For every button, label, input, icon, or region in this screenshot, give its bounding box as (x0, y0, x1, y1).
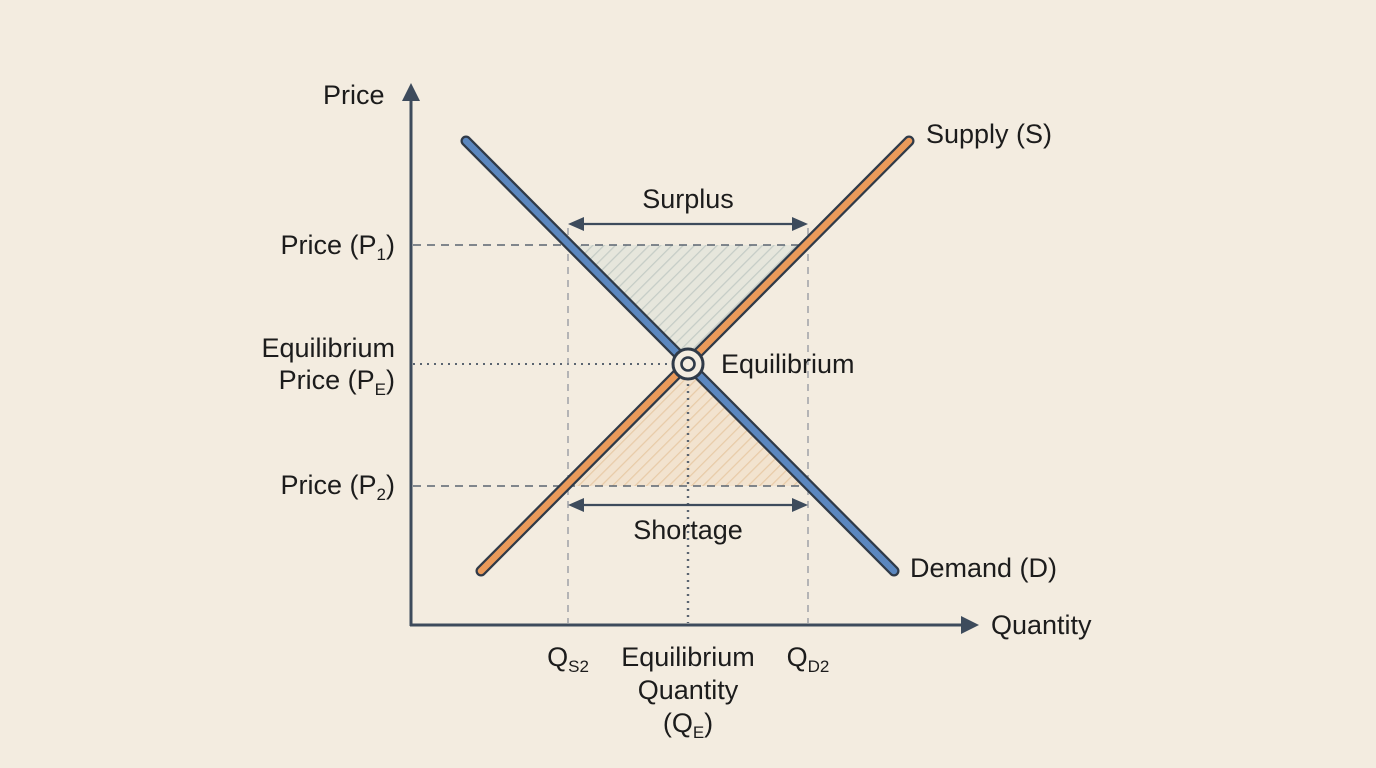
equilibrium-point-icon (671, 347, 705, 381)
surplus-arrow (568, 217, 808, 231)
price-p1-label: Price (P1) (280, 230, 396, 264)
shortage-arrow (568, 498, 808, 512)
guide-lines (413, 228, 809, 623)
equilibrium-quantity-label: Equilibrium Quantity (QE) (621, 642, 755, 742)
equilibrium-price-label: Equilibrium Price (PE) (261, 333, 395, 399)
y-axis-label: Price (323, 80, 385, 110)
qd2-label: QD2 (786, 642, 830, 676)
equilibrium-label: Equilibrium (721, 349, 855, 379)
x-axis-arrow-icon (961, 616, 979, 634)
demand-label: Demand (D) (910, 553, 1058, 583)
surplus-region (568, 245, 808, 364)
x-axis-label: Quantity (991, 610, 1092, 640)
surplus-label: Surplus (642, 184, 734, 214)
supply-label: Supply (S) (926, 119, 1053, 149)
price-p2-label: Price (P2) (280, 470, 396, 504)
qs2-label: QS2 (547, 642, 589, 676)
y-axis-arrow-icon (402, 83, 420, 101)
shortage-region (568, 364, 808, 486)
shortage-label: Shortage (633, 515, 743, 545)
axes (402, 83, 979, 634)
